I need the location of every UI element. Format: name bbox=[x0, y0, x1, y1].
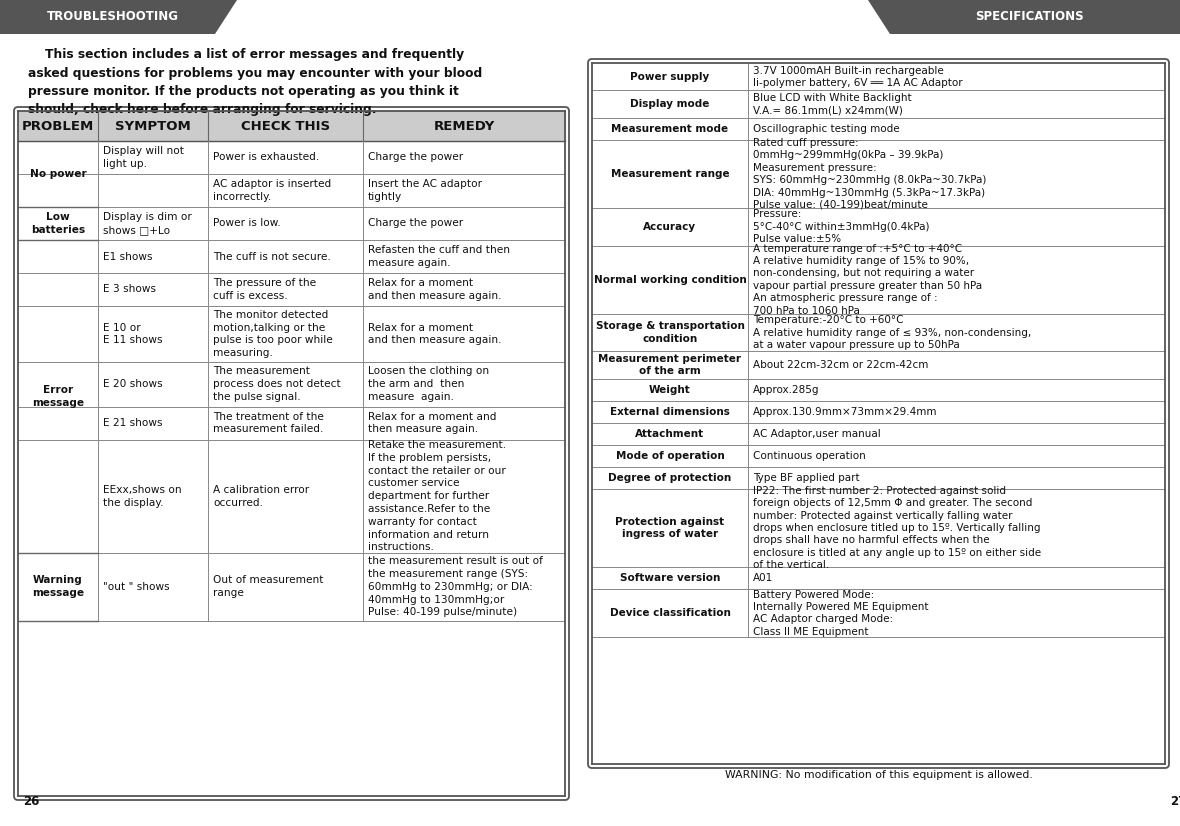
Text: "out " shows: "out " shows bbox=[103, 582, 170, 591]
Text: 3.7V 1000mAH Built-in rechargeable
li-polymer battery, 6V ══ 1A AC Adaptor: 3.7V 1000mAH Built-in rechargeable li-po… bbox=[753, 65, 963, 88]
Text: Relax for a moment and
then measure again.: Relax for a moment and then measure agai… bbox=[368, 411, 497, 434]
Text: Measurement perimeter
of the arm: Measurement perimeter of the arm bbox=[598, 354, 741, 377]
Text: Warning
message: Warning message bbox=[32, 576, 84, 598]
Text: Software version: Software version bbox=[620, 573, 720, 583]
Text: Display will not
light up.: Display will not light up. bbox=[103, 146, 184, 169]
Text: The treatment of the
measurement failed.: The treatment of the measurement failed. bbox=[214, 411, 323, 434]
Text: 27: 27 bbox=[1171, 795, 1180, 808]
Text: Degree of protection: Degree of protection bbox=[609, 472, 732, 483]
Text: Temperature:-20°C to +60°C
A relative humidity range of ≤ 93%, non-condensing,
a: Temperature:-20°C to +60°C A relative hu… bbox=[753, 316, 1031, 350]
Text: E 21 shows: E 21 shows bbox=[103, 418, 163, 428]
Text: Continuous operation: Continuous operation bbox=[753, 451, 866, 461]
Text: Refasten the cuff and then
measure again.: Refasten the cuff and then measure again… bbox=[368, 245, 510, 268]
Text: Approx.285g: Approx.285g bbox=[753, 385, 819, 395]
Text: EExx,shows on
the display.: EExx,shows on the display. bbox=[103, 485, 182, 508]
Text: the measurement result is out of
the measurement range (SYS:
60mmHg to 230mmHg; : the measurement result is out of the mea… bbox=[368, 556, 543, 617]
Text: AC adaptor is inserted
incorrectly.: AC adaptor is inserted incorrectly. bbox=[214, 179, 332, 202]
Text: The cuff is not secure.: The cuff is not secure. bbox=[214, 251, 330, 262]
Text: TROUBLESHOOTING: TROUBLESHOOTING bbox=[47, 11, 179, 23]
Text: Out of measurement
range: Out of measurement range bbox=[214, 576, 323, 598]
Text: E1 shows: E1 shows bbox=[103, 251, 152, 262]
Text: Retake the measurement.
If the problem persists,
contact the retailer or our
cus: Retake the measurement. If the problem p… bbox=[368, 440, 506, 553]
Text: About 22cm-32cm or 22cm-42cm: About 22cm-32cm or 22cm-42cm bbox=[753, 360, 929, 370]
Text: Charge the power: Charge the power bbox=[368, 219, 463, 229]
Text: Normal working condition: Normal working condition bbox=[594, 275, 747, 285]
Text: Relax for a moment
and then measure again.: Relax for a moment and then measure agai… bbox=[368, 323, 502, 345]
Text: Battery Powered Mode:
Internally Powered ME Equipment
AC Adaptor charged Mode:
C: Battery Powered Mode: Internally Powered… bbox=[753, 590, 929, 637]
Text: SYMPTOM: SYMPTOM bbox=[116, 120, 191, 132]
Text: The measurement
process does not detect
the pulse signal.: The measurement process does not detect … bbox=[214, 367, 341, 402]
Text: A temperature range of :+5°C to +40°C
A relative humidity range of 15% to 90%,
n: A temperature range of :+5°C to +40°C A … bbox=[753, 244, 982, 316]
Text: Display mode: Display mode bbox=[630, 99, 709, 109]
Text: REMEDY: REMEDY bbox=[433, 120, 494, 132]
Text: Mode of operation: Mode of operation bbox=[616, 451, 725, 461]
Polygon shape bbox=[868, 0, 1180, 34]
Text: E 20 shows: E 20 shows bbox=[103, 379, 163, 389]
Text: Weight: Weight bbox=[649, 385, 690, 395]
Text: E 3 shows: E 3 shows bbox=[103, 284, 156, 295]
Text: Approx.130.9mm×73mm×29.4mm: Approx.130.9mm×73mm×29.4mm bbox=[753, 406, 937, 417]
Text: Error
message: Error message bbox=[32, 385, 84, 408]
Text: AC Adaptor,user manual: AC Adaptor,user manual bbox=[753, 429, 880, 439]
Text: Charge the power: Charge the power bbox=[368, 153, 463, 163]
Text: Attachment: Attachment bbox=[636, 429, 704, 439]
Text: Low
batteries: Low batteries bbox=[31, 212, 85, 235]
FancyBboxPatch shape bbox=[588, 59, 1169, 768]
Text: Power is low.: Power is low. bbox=[214, 219, 281, 229]
Text: The pressure of the
cuff is excess.: The pressure of the cuff is excess. bbox=[214, 278, 316, 301]
Text: SPECIFICATIONS: SPECIFICATIONS bbox=[975, 11, 1083, 23]
Text: This section includes a list of error messages and frequently
asked questions fo: This section includes a list of error me… bbox=[28, 48, 483, 116]
Text: The monitor detected
motion,talking or the
pulse is too poor while
measuring.: The monitor detected motion,talking or t… bbox=[214, 310, 333, 358]
Text: A01: A01 bbox=[753, 573, 773, 583]
Text: Power is exhausted.: Power is exhausted. bbox=[214, 153, 320, 163]
Text: Power supply: Power supply bbox=[630, 72, 709, 82]
Text: Accuracy: Accuracy bbox=[643, 222, 696, 232]
Text: Insert the AC adaptor
tightly: Insert the AC adaptor tightly bbox=[368, 179, 481, 202]
Text: External dimensions: External dimensions bbox=[610, 406, 730, 417]
Text: Oscillographic testing mode: Oscillographic testing mode bbox=[753, 124, 899, 134]
Text: Pressure:
5°C-40°C within±3mmHg(0.4kPa)
Pulse value:±5%: Pressure: 5°C-40°C within±3mmHg(0.4kPa) … bbox=[753, 210, 930, 244]
Text: Device classification: Device classification bbox=[610, 608, 730, 618]
Text: Protection against
ingress of water: Protection against ingress of water bbox=[616, 517, 725, 539]
Text: Type BF applied part: Type BF applied part bbox=[753, 472, 859, 483]
Text: PROBLEM: PROBLEM bbox=[22, 120, 94, 132]
FancyBboxPatch shape bbox=[14, 107, 569, 800]
Text: Loosen the clothing on
the arm and  then
measure  again.: Loosen the clothing on the arm and then … bbox=[368, 367, 490, 402]
Text: E 10 or
E 11 shows: E 10 or E 11 shows bbox=[103, 323, 163, 345]
Text: No power: No power bbox=[30, 169, 86, 179]
Text: 26: 26 bbox=[22, 795, 39, 808]
Text: Relax for a moment
and then measure again.: Relax for a moment and then measure agai… bbox=[368, 278, 502, 301]
Text: WARNING: No modification of this equipment is allowed.: WARNING: No modification of this equipme… bbox=[725, 770, 1032, 780]
Text: Measurement mode: Measurement mode bbox=[611, 124, 728, 134]
Text: Storage & transportation
condition: Storage & transportation condition bbox=[596, 321, 745, 344]
Text: CHECK THIS: CHECK THIS bbox=[241, 120, 330, 132]
Text: Blue LCD with White Backlight
V.A.= 86.1mm(L) x24mm(W): Blue LCD with White Backlight V.A.= 86.1… bbox=[753, 93, 912, 116]
Text: Display is dim or
shows □+Lo: Display is dim or shows □+Lo bbox=[103, 212, 191, 235]
Text: IP22: The first number 2: Protected against solid
foreign objects of 12,5mm Φ an: IP22: The first number 2: Protected agai… bbox=[753, 486, 1041, 570]
Polygon shape bbox=[0, 0, 237, 34]
Text: Rated cuff pressure:
0mmHg~299mmHg(0kPa – 39.9kPa)
Measurement pressure:
SYS: 60: Rated cuff pressure: 0mmHg~299mmHg(0kPa … bbox=[753, 138, 986, 210]
Text: A calibration error
occurred.: A calibration error occurred. bbox=[214, 485, 309, 508]
Text: Measurement range: Measurement range bbox=[611, 169, 729, 179]
